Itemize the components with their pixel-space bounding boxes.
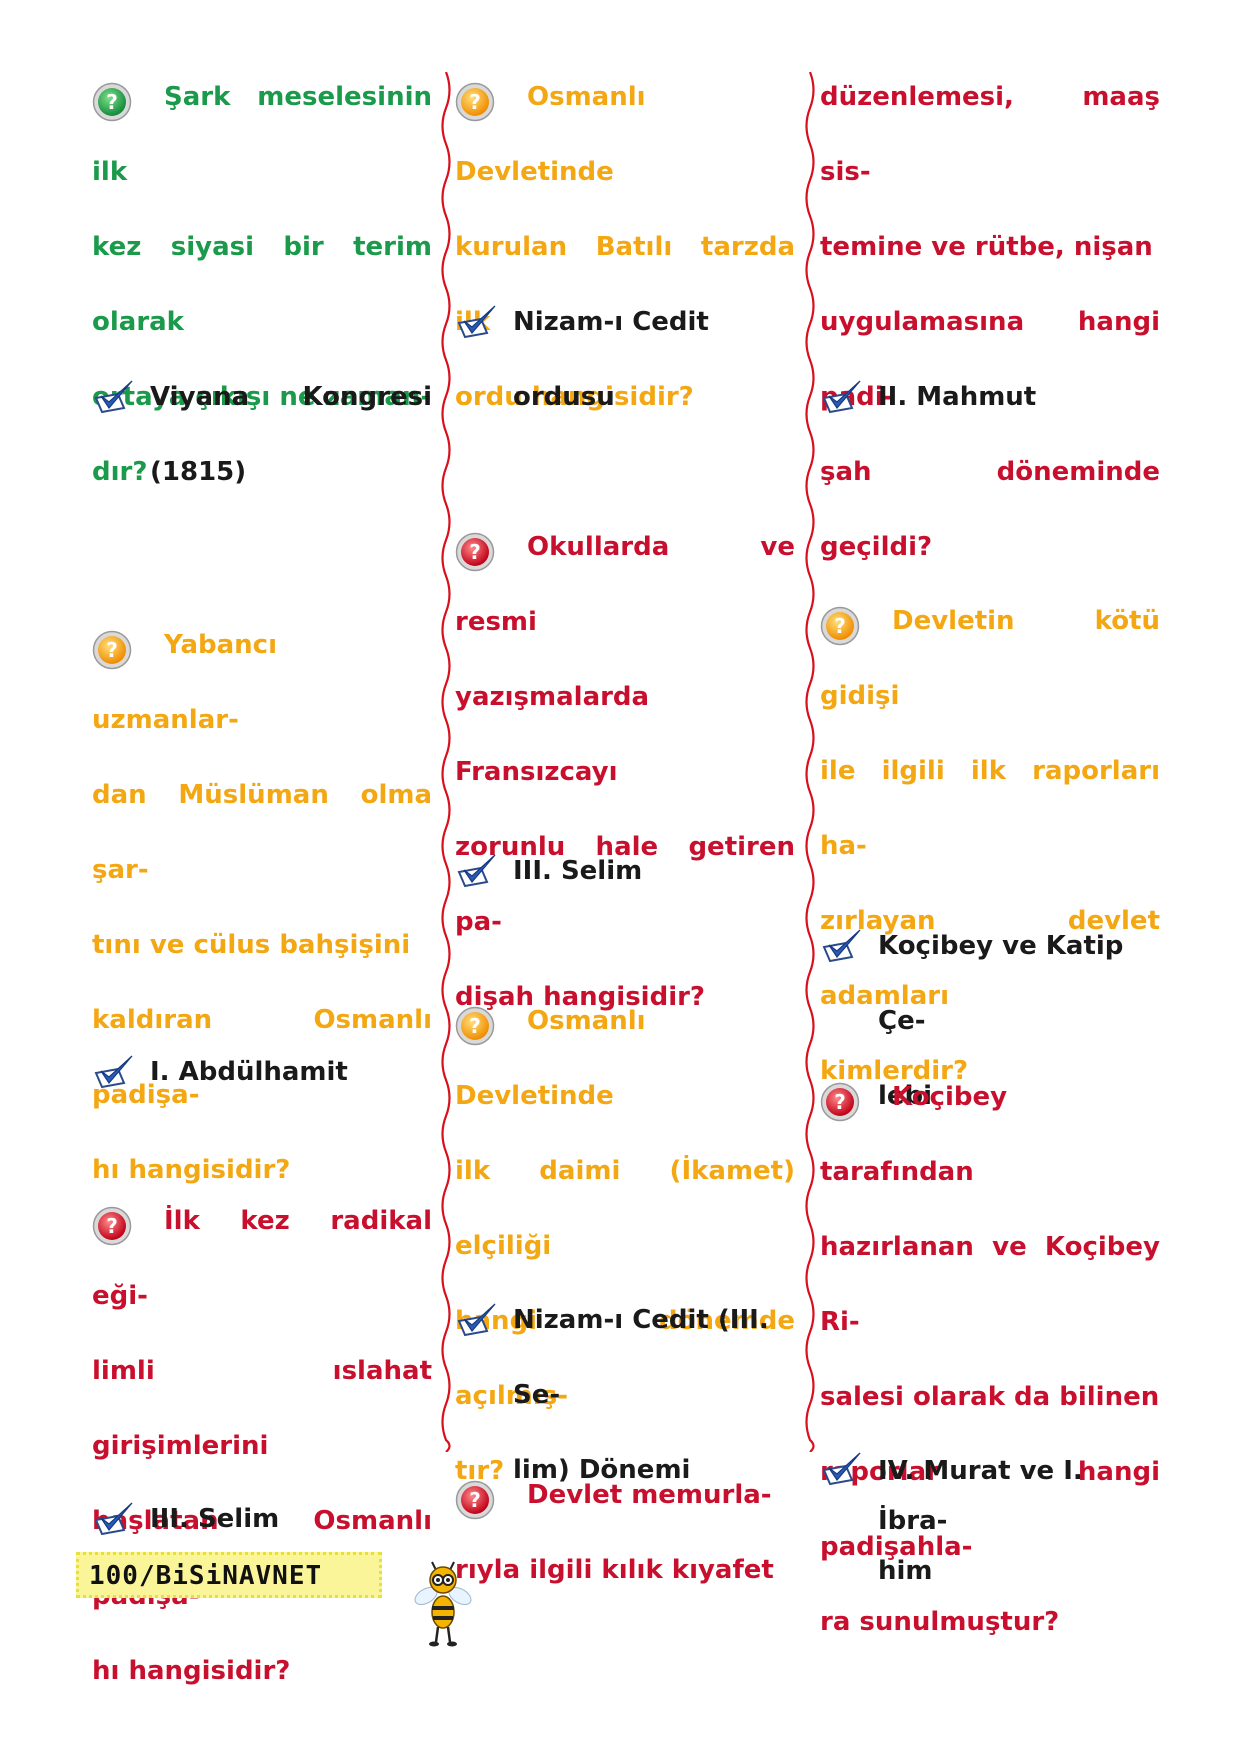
svg-text:?: ?	[106, 90, 118, 114]
page-number-banner: 100/BiSiNAVNET	[76, 1552, 382, 1598]
question-block: ? Devlet memurla- rıyla ilgili kılık kıy…	[455, 1458, 795, 1608]
wavy-divider-right	[805, 72, 815, 1452]
question-text: Osmanlı Devletinde kurulan Batılı tarzda…	[455, 82, 795, 412]
svg-text:?: ?	[106, 1214, 118, 1238]
checkmark-icon	[92, 1053, 134, 1091]
checkmark-icon	[455, 852, 497, 890]
question-mark-icon: ?	[820, 606, 860, 646]
answer-block: Koçibey ve Katip Çe- lebi	[820, 909, 1160, 1134]
question-block: ? Devletin kötü gidişi ile ilgili ilk ra…	[820, 584, 1160, 1109]
checkmark-icon	[820, 1450, 862, 1488]
question-mark-icon: ?	[92, 1206, 132, 1246]
question-block: ? Yabancı uzmanlar- dan Müslüman olma şa…	[92, 608, 432, 1208]
question-text: Devletin kötü gidişi ile ilgili ilk rapo…	[820, 606, 1160, 1086]
question-mark-icon: ?	[455, 82, 495, 122]
checkmark-icon	[92, 1500, 134, 1538]
checkmark-icon	[455, 303, 497, 341]
question-text: Koçibey tarafından hazırlanan ve Koçibey…	[820, 1082, 1160, 1637]
answer-block: II. Mahmut	[820, 360, 1160, 435]
answer-text: II. Mahmut	[878, 382, 1037, 412]
question-text: Yabancı uzmanlar- dan Müslüman olma şar-…	[92, 630, 432, 1185]
question-block: ? Koçibey tarafından hazırlanan ve Koçib…	[820, 1060, 1160, 1660]
svg-text:?: ?	[469, 1014, 481, 1038]
svg-text:?: ?	[106, 638, 118, 662]
checkmark-icon	[820, 378, 862, 416]
question-mark-icon: ?	[455, 532, 495, 572]
answer-text: Nizam-ı Cedit (III. Se- lim) Dönemi	[513, 1305, 769, 1485]
question-block: ? Okullarda ve resmi yazışmalarda Fransı…	[455, 510, 795, 1035]
answer-block: Viyana Kongresi (1815)	[92, 360, 432, 510]
answer-block: IV. Murat ve I. İbra- him	[820, 1446, 1160, 1596]
question-mark-icon: ?	[92, 82, 132, 122]
question-continuation: düzenlemesi, maaş sis- temine ve rütbe, …	[820, 60, 1160, 585]
checkmark-icon	[820, 927, 862, 965]
question-text: İlk kez radikal eği- limli ıslahat giriş…	[92, 1206, 432, 1686]
question-mark-icon: ?	[455, 1006, 495, 1046]
page-number-label: 100/BiSiNAVNET	[89, 1561, 323, 1591]
answer-text: III. Selim	[513, 856, 643, 886]
question-mark-icon: ?	[455, 1480, 495, 1520]
question-mark-icon: ?	[820, 1082, 860, 1122]
checkmark-icon	[455, 1301, 497, 1339]
wavy-divider-left	[441, 72, 451, 1452]
svg-text:?: ?	[834, 1090, 846, 1114]
svg-text:?: ?	[469, 1488, 481, 1512]
question-text: Devlet memurla- rıyla ilgili kılık kıyaf…	[455, 1480, 774, 1585]
answer-text: IV. Murat ve I. İbra- him	[878, 1456, 1083, 1586]
question-block: ? Osmanlı Devletinde ilk daimi (İkamet) …	[455, 984, 795, 1509]
answer-text: III. Selim	[150, 1504, 280, 1534]
question-block: ? İlk kez radikal eği- limli ıslahat gir…	[92, 1184, 432, 1709]
question-block: ? Osmanlı Devletinde kurulan Batılı tarz…	[455, 60, 795, 435]
answer-block: I. Abdülhamit	[92, 1035, 432, 1110]
answer-block: Nizam-ı Cedit (III. Se- lim) Dönemi	[455, 1283, 795, 1508]
answer-text: Nizam-ı Cedit ordusu	[513, 307, 709, 412]
answer-block: Nizam-ı Cedit ordusu	[455, 285, 795, 435]
checkmark-icon	[92, 378, 134, 416]
answer-block: III. Selim	[455, 834, 795, 909]
question-text: Okullarda ve resmi yazışmalarda Fransızc…	[455, 532, 795, 1012]
question-block: ? Şark meselesinin ilk kez siyasi bir te…	[92, 60, 432, 510]
question-text: düzenlemesi, maaş sis- temine ve rütbe, …	[820, 82, 1160, 562]
bee-mascot-icon	[414, 1561, 472, 1647]
question-text: Şark meselesinin ilk kez siyasi bir teri…	[92, 82, 432, 487]
answer-text: Viyana Kongresi (1815)	[150, 382, 432, 487]
svg-text:?: ?	[469, 90, 481, 114]
answer-block: III. Selim	[92, 1482, 432, 1557]
answer-text: I. Abdülhamit	[150, 1057, 348, 1087]
question-mark-icon: ?	[92, 630, 132, 670]
svg-text:?: ?	[469, 540, 481, 564]
answer-text: Koçibey ve Katip Çe- lebi	[878, 931, 1124, 1111]
question-text: Osmanlı Devletinde ilk daimi (İkamet) el…	[455, 1006, 795, 1486]
svg-text:?: ?	[834, 614, 846, 638]
